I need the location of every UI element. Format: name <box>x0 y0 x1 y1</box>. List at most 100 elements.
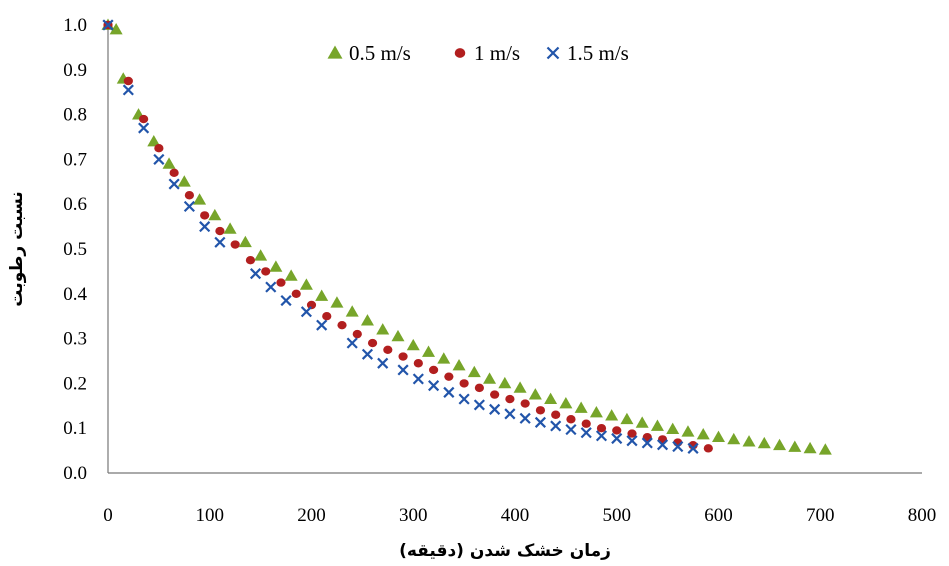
data-point <box>199 221 211 233</box>
data-point <box>551 410 561 419</box>
data-point <box>168 178 180 190</box>
data-point <box>122 84 134 96</box>
legend-label: 0.5 m/s <box>349 41 411 65</box>
data-point <box>428 380 440 392</box>
data-point <box>580 427 592 439</box>
data-point <box>245 256 256 265</box>
data-point <box>452 358 466 371</box>
data-point <box>504 408 516 420</box>
data-point <box>306 300 317 310</box>
data-point <box>249 268 262 280</box>
legend-marker-1 <box>454 48 466 58</box>
data-point <box>193 193 207 205</box>
data-point <box>352 329 362 339</box>
data-point <box>265 281 277 293</box>
data-point <box>605 409 619 421</box>
data-point <box>498 376 512 389</box>
data-point <box>626 435 638 447</box>
data-point <box>109 22 123 35</box>
data-point <box>566 415 576 424</box>
data-point <box>422 345 436 357</box>
data-point <box>612 426 622 435</box>
data-point <box>429 365 439 375</box>
data-point <box>147 134 161 147</box>
series-2 <box>102 19 699 454</box>
x-tick-label: 300 <box>399 505 428 526</box>
x-tick-label: 200 <box>297 505 326 526</box>
data-point <box>489 403 501 415</box>
x-axis-title: زمان خشک شدن (دقیقه) <box>399 541 611 561</box>
data-point <box>169 168 179 178</box>
data-point <box>528 388 542 400</box>
data-point <box>322 312 332 321</box>
data-point <box>269 260 283 272</box>
data-point <box>383 345 393 354</box>
data-point <box>520 399 530 408</box>
legend-label: 1 m/s <box>474 41 520 65</box>
data-point <box>183 200 195 213</box>
data-point <box>474 383 484 393</box>
data-point <box>238 235 252 248</box>
data-point <box>550 420 562 432</box>
y-tick-label: 0.9 <box>63 60 87 81</box>
data-point <box>742 435 756 447</box>
data-point <box>490 390 500 399</box>
data-points <box>101 18 832 455</box>
series-1 <box>103 20 713 453</box>
data-point <box>330 296 344 308</box>
data-point <box>581 419 591 428</box>
data-point <box>627 429 637 438</box>
y-tick-label: 0.5 <box>63 239 87 260</box>
data-point <box>559 397 573 409</box>
legend-marker-0 <box>327 45 343 59</box>
data-point <box>284 269 298 281</box>
data-point <box>138 122 150 134</box>
x-tick-labels: 0 100 200 300 400 500 600 700 800 <box>103 505 936 526</box>
data-point <box>184 191 194 200</box>
data-point <box>214 236 226 248</box>
data-point <box>412 373 424 385</box>
data-point <box>687 442 699 454</box>
y-tick-label: 0.3 <box>63 329 87 350</box>
data-point <box>397 364 409 376</box>
x-tick-label: 500 <box>603 505 632 526</box>
data-point <box>376 323 390 335</box>
data-point <box>391 329 405 342</box>
data-point <box>635 416 649 428</box>
data-point <box>261 267 271 276</box>
data-point <box>641 437 653 449</box>
y-tick-label: 0.6 <box>63 194 87 215</box>
data-point <box>360 314 374 326</box>
data-point <box>650 419 664 431</box>
data-point <box>712 430 725 443</box>
y-tick-label: 0.1 <box>63 418 87 439</box>
data-point <box>139 114 149 124</box>
data-point <box>153 153 165 165</box>
data-point <box>398 352 408 361</box>
data-point <box>406 338 420 351</box>
data-point <box>437 352 451 364</box>
data-point <box>367 338 378 348</box>
series-0 <box>101 18 832 455</box>
data-point <box>595 430 608 442</box>
data-point <box>102 19 114 31</box>
data-point <box>162 157 176 169</box>
data-point <box>413 359 423 368</box>
data-point <box>534 416 547 428</box>
data-point <box>672 440 684 453</box>
data-point <box>300 306 312 318</box>
data-point <box>535 406 546 415</box>
data-point <box>291 289 301 298</box>
data-point <box>596 424 607 433</box>
x-tick-label: 0 <box>103 505 113 526</box>
data-point <box>154 144 164 153</box>
data-point <box>177 175 191 187</box>
y-axis-title: نسبت رطوبت <box>7 191 27 306</box>
data-point <box>276 278 286 287</box>
data-point <box>473 399 485 411</box>
data-point <box>299 278 313 290</box>
data-point <box>589 406 603 418</box>
data-point <box>574 401 588 413</box>
data-point <box>337 320 347 330</box>
